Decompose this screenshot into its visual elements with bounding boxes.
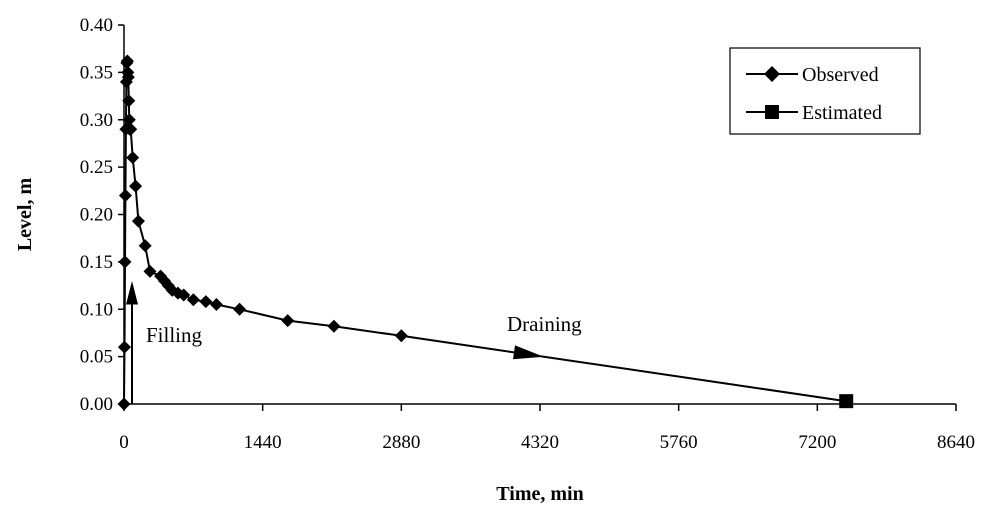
estimated-point xyxy=(839,394,854,409)
observed-point xyxy=(177,288,191,302)
y-tick-label: 0.30 xyxy=(80,110,113,131)
legend-box xyxy=(729,47,921,135)
observed-point xyxy=(126,151,140,165)
observed-point xyxy=(394,329,408,343)
observed-point xyxy=(209,298,223,312)
observed-point xyxy=(118,189,132,203)
y-tick-label: 0.05 xyxy=(80,347,113,368)
draining-arrow-head xyxy=(512,345,544,360)
filling-arrow-head xyxy=(126,280,138,305)
observed-point xyxy=(281,314,295,328)
series-line-estimated xyxy=(401,334,847,403)
legend-estimated-label: Estimated xyxy=(802,102,882,124)
series-layer xyxy=(117,54,854,411)
x-tick-label: 0 xyxy=(119,432,129,453)
x-axis-ticks: 0 1440 2880 4320 5760 7200 8640 xyxy=(119,404,975,453)
observed-point xyxy=(124,122,138,136)
y-axis-ticks: 0.00 0.05 0.10 0.15 0.20 0.25 0.30 0.35 0.40 xyxy=(80,15,124,415)
observed-point xyxy=(118,255,132,269)
x-tick-label: 7200 xyxy=(798,432,836,453)
observed-point xyxy=(129,179,143,193)
y-tick-label: 0.40 xyxy=(80,15,113,36)
y-tick-label: 0.00 xyxy=(80,394,113,415)
y-tick-label: 0.10 xyxy=(80,299,113,320)
x-tick-label: 4320 xyxy=(521,432,559,453)
annotations: Filling Draining xyxy=(126,280,582,404)
legend: Observed Estimated xyxy=(729,47,921,135)
legend-observed-marker xyxy=(764,66,780,82)
x-tick-label: 2880 xyxy=(382,432,420,453)
observed-point xyxy=(117,397,131,411)
series-line-observed xyxy=(123,60,402,405)
y-axis-title: Level, m xyxy=(14,178,36,252)
observed-point xyxy=(121,70,135,84)
y-tick-label: 0.15 xyxy=(80,252,113,273)
observed-point xyxy=(131,214,145,228)
observed-point xyxy=(138,239,152,253)
observed-point xyxy=(143,264,157,278)
legend-observed-label: Observed xyxy=(802,64,879,86)
draining-annotation: Draining xyxy=(507,312,582,336)
y-tick-label: 0.35 xyxy=(80,62,113,83)
observed-point xyxy=(233,302,247,316)
y-tick-label: 0.25 xyxy=(80,157,113,178)
observed-point xyxy=(122,113,136,127)
filling-annotation: Filling xyxy=(146,323,203,347)
observed-point xyxy=(186,293,200,307)
observed-point xyxy=(120,54,134,68)
observed-point xyxy=(199,295,213,309)
y-tick-label: 0.20 xyxy=(80,205,113,226)
observed-point xyxy=(117,340,131,354)
x-axis-title: Time, min xyxy=(496,483,583,505)
observed-point xyxy=(327,319,341,333)
x-tick-label: 1440 xyxy=(244,432,282,453)
observed-point xyxy=(122,94,136,108)
legend-estimated-marker xyxy=(765,105,779,119)
x-tick-label: 5760 xyxy=(660,432,698,453)
x-tick-label: 8640 xyxy=(937,432,975,453)
